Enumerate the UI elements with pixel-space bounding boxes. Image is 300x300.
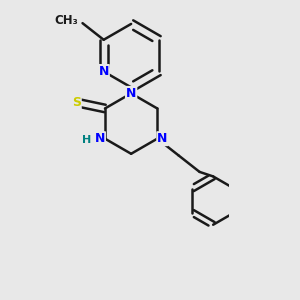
Text: S: S <box>72 96 81 109</box>
Text: CH₃: CH₃ <box>54 14 78 27</box>
Text: N: N <box>157 132 168 145</box>
Text: N: N <box>126 87 136 100</box>
Text: N: N <box>98 65 109 78</box>
Text: H: H <box>82 135 92 145</box>
Text: N: N <box>94 132 105 145</box>
